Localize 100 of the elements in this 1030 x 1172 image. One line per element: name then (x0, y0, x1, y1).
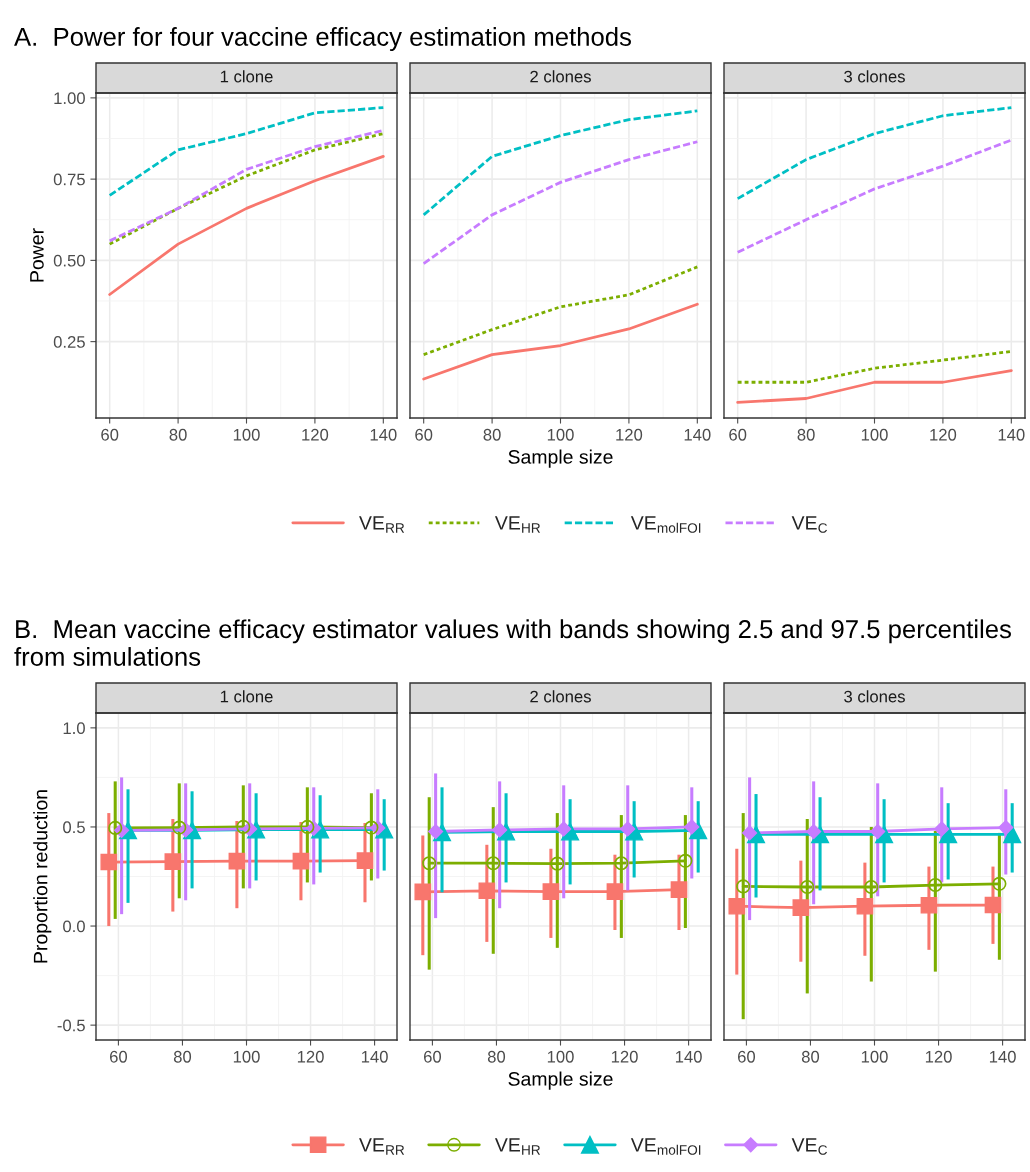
x-tick-label: 100 (861, 1050, 888, 1063)
point (856, 897, 874, 915)
chart-title: 3 clones (844, 690, 905, 703)
x-axis-title: Sample size (508, 1071, 613, 1090)
point (864, 879, 879, 895)
point (228, 852, 246, 870)
text: B. Mean vaccine efficacy estimator values with bands showing 2.5 and 97.5 percentiles from simulations (14, 619, 1011, 666)
legend-label: VE$_{C}$ (791, 1138, 828, 1155)
y-tick-label: 0.25 (53, 336, 85, 348)
legend-label: VE$_{molFOI}$ (630, 1138, 701, 1155)
chart-subtitle: A. Power for four vaccine efficacy estimation methods (14, 27, 631, 51)
point (934, 821, 950, 837)
point (492, 822, 508, 838)
point (100, 853, 118, 871)
y-tick-label: 0.50 (53, 254, 85, 267)
x-tick-label: 80 (169, 428, 187, 441)
y-tick-label: 0.5 (63, 821, 85, 834)
point (556, 821, 572, 837)
line-series (108, 106, 385, 197)
x-tick-label: 80 (801, 1050, 820, 1063)
point (614, 856, 629, 871)
legend-label: VE$_{C}$ (791, 516, 828, 533)
x-tick-label: 120 (925, 1050, 952, 1063)
x-tick-label: 120 (616, 428, 643, 441)
chart-title: 1 clone (220, 70, 273, 83)
x-tick-label: 140 (989, 1050, 1016, 1063)
line-series (108, 154, 385, 296)
x-tick-label: 120 (930, 428, 957, 441)
legend-label: VE$_{RR}$ (359, 516, 405, 533)
x-tick-label: 100 (547, 1050, 574, 1063)
point (236, 819, 251, 835)
point (300, 819, 315, 835)
x-axis-title: Sample size (508, 449, 613, 468)
chart-title: 2 clones (530, 690, 591, 703)
x-tick-label: 80 (173, 1050, 192, 1063)
y-axis-title: Power (30, 228, 44, 282)
point (364, 820, 379, 835)
y-tick-label: 1.00 (54, 92, 85, 105)
x-tick-label: 140 (361, 1050, 388, 1063)
point (870, 823, 886, 840)
point (422, 856, 437, 871)
point (684, 819, 700, 835)
x-tick-label: 60 (109, 1050, 128, 1063)
point (292, 852, 310, 870)
point (992, 876, 1007, 891)
point (800, 879, 815, 895)
point (108, 820, 123, 836)
x-tick-label: 80 (797, 428, 815, 441)
x-tick-label: 80 (487, 1050, 506, 1063)
point (678, 853, 693, 868)
point (164, 853, 182, 870)
point (928, 877, 943, 893)
point (998, 819, 1014, 836)
y-axis-title: Proportion reduction (33, 790, 52, 963)
point (736, 879, 751, 894)
point (920, 896, 938, 914)
point (806, 823, 822, 840)
x-tick-label: 120 (611, 1050, 638, 1063)
x-tick-label: 60 (737, 1050, 756, 1063)
point (172, 820, 187, 835)
point (478, 882, 496, 900)
legend-label: VE$_{RR}$ (359, 1138, 405, 1155)
chart-title: 2 clones (530, 70, 591, 83)
point (356, 852, 374, 869)
x-tick-label: 100 (233, 428, 260, 441)
x-tick-label: 140 (684, 428, 711, 441)
legend-label: VE$_{molFOI}$ (630, 516, 701, 533)
x-tick-label: 60 (415, 428, 433, 441)
x-tick-label: 120 (297, 1050, 324, 1063)
x-tick-label: 60 (729, 428, 747, 441)
x-tick-label: 80 (483, 428, 501, 441)
x-tick-label: 100 (233, 1050, 260, 1063)
point (550, 856, 565, 871)
x-tick-label: 100 (547, 428, 574, 441)
legend-label: VE$_{HR}$ (494, 516, 541, 533)
point (414, 883, 432, 901)
x-tick-label: 60 (423, 1050, 442, 1063)
x-tick-label: 60 (101, 428, 119, 441)
point (486, 856, 501, 871)
point (620, 821, 636, 837)
chart-title: 3 clones (844, 70, 905, 83)
chart-title: 1 clone (220, 690, 273, 703)
point (984, 896, 1002, 914)
point (542, 883, 560, 900)
y-tick-label: -0.5 (57, 1019, 85, 1032)
x-tick-label: 140 (998, 428, 1025, 441)
y-tick-label: 0.0 (63, 920, 85, 933)
point (792, 899, 810, 916)
point (428, 823, 444, 840)
x-tick-label: 120 (302, 428, 329, 441)
x-tick-label: 140 (675, 1050, 702, 1063)
point (742, 825, 758, 841)
x-tick-label: 100 (861, 428, 888, 441)
point (606, 883, 624, 900)
point (670, 881, 688, 898)
x-tick-label: 140 (370, 428, 397, 441)
point (728, 897, 746, 915)
y-tick-label: 1.0 (63, 722, 85, 735)
y-tick-label: 0.75 (53, 173, 85, 186)
legend-label: VE$_{HR}$ (494, 1138, 541, 1155)
